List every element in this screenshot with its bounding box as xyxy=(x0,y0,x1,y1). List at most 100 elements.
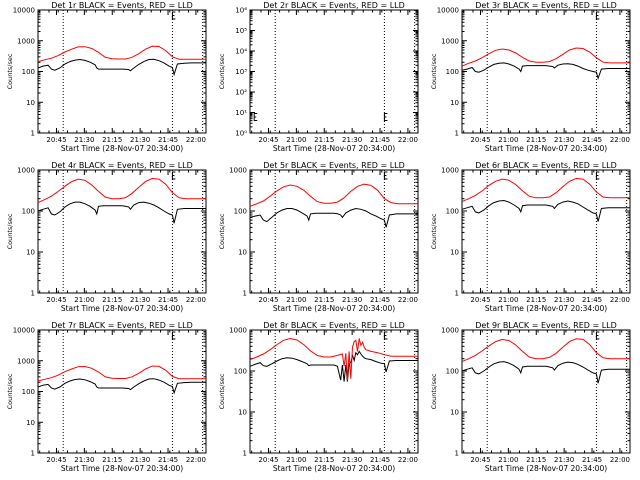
y-axis-label: Counts/sec xyxy=(430,213,438,249)
x-tick-label: 21:15 xyxy=(102,136,122,144)
x-tick-label: 20:45 xyxy=(46,456,66,464)
x-tick-label: 21:45 xyxy=(370,296,390,304)
y-tick-label: 10² xyxy=(235,89,247,97)
x-axis-label: Start Time (28-Nov-07 20:34:00) xyxy=(61,144,183,153)
x-tick-label: 20:45 xyxy=(258,136,278,144)
x-tick-label: 21:45 xyxy=(158,296,178,304)
series-events-line xyxy=(461,361,630,384)
bracket-mark xyxy=(171,331,176,340)
plot-frame xyxy=(249,329,419,454)
x-tick-label: 20:45 xyxy=(258,456,278,464)
plot-frame xyxy=(461,329,631,454)
y-tick-label: 10⁶ xyxy=(235,7,247,15)
y-tick-label: 1 xyxy=(31,290,35,298)
x-tick-label: 21:15 xyxy=(102,456,122,464)
series-events-line xyxy=(461,199,630,222)
y-tick-label: 1000 xyxy=(17,37,35,45)
y-tick-label: 100 xyxy=(446,208,459,216)
x-tick-label: 20:45 xyxy=(470,136,490,144)
bracket-mark xyxy=(595,331,600,340)
x-tick-label: 22:00 xyxy=(398,456,418,464)
bracket-mark xyxy=(383,113,388,121)
y-tick-label: 1 xyxy=(455,290,459,298)
series-lld-line xyxy=(461,47,630,67)
x-tick-label: 22:00 xyxy=(610,456,630,464)
chart-title: Det 3r BLACK = Events, RED = LLD xyxy=(475,1,617,10)
x-tick-label: 21:15 xyxy=(526,136,546,144)
x-tick-label: 20:45 xyxy=(46,136,66,144)
chart-det9: Det 9r BLACK = Events, RED = LLD 1 10 100 10… xyxy=(430,321,631,473)
chart-det5: Det 5r BLACK = Events, RED = LLD 1 10 100 10… xyxy=(218,161,419,313)
chart-det3: Det 3r BLACK = Events, RED = LLD 1 10 100 10… xyxy=(430,1,631,153)
y-tick-label: 10 xyxy=(238,409,247,417)
x-axis-label: Start Time (28-Nov-07 20:34:00) xyxy=(273,464,395,473)
x-tick-label: 21:30 xyxy=(130,456,150,464)
y-tick-label: 10¹ xyxy=(235,109,247,117)
x-tick-label: 21:00 xyxy=(286,456,306,464)
x-axis-label: Start Time (28-Nov-07 20:34:00) xyxy=(273,144,395,153)
y-tick-label: 10⁵ xyxy=(235,27,247,35)
series-events-line xyxy=(37,201,206,224)
x-tick-label: 21:45 xyxy=(582,136,602,144)
y-axis-label: Counts/sec xyxy=(6,213,14,249)
x-tick-label: 21:45 xyxy=(370,136,390,144)
chart-title: Det 9r BLACK = Events, RED = LLD xyxy=(475,321,617,330)
x-tick-label: 21:00 xyxy=(74,296,94,304)
bracket-mark xyxy=(171,11,176,20)
x-tick-label: 21:30 xyxy=(74,456,94,464)
y-tick-label: 10³ xyxy=(235,68,247,76)
chart-title: Det 7r BLACK = Events, RED = LLD xyxy=(51,321,193,330)
y-tick-label: 1 xyxy=(243,290,247,298)
series-lld-line xyxy=(461,177,630,203)
bracket-mark xyxy=(383,331,388,340)
y-tick-label: 100 xyxy=(446,368,459,376)
x-axis-label: Start Time (28-Nov-07 20:34:00) xyxy=(61,464,183,473)
y-tick-label: 1000 xyxy=(441,167,459,175)
bracket-mark xyxy=(595,171,600,180)
series-events-line xyxy=(249,207,418,228)
x-tick-label: 21:45 xyxy=(582,456,602,464)
y-tick-label: 10⁰ xyxy=(235,130,247,138)
x-tick-label: 21:30 xyxy=(130,136,150,144)
y-tick-label: 10 xyxy=(450,409,459,417)
series-events-line xyxy=(37,58,206,77)
chart-title: Det 1r BLACK = Events, RED = LLD xyxy=(51,1,193,10)
x-tick-label: 21:00 xyxy=(286,136,306,144)
x-tick-label: 21:45 xyxy=(158,456,178,464)
y-tick-label: 100 xyxy=(234,208,247,216)
x-tick-label: 21:15 xyxy=(314,456,334,464)
x-tick-label: 21:30 xyxy=(130,296,150,304)
plot-frame xyxy=(37,169,207,294)
x-tick-label: 22:00 xyxy=(398,136,418,144)
series-lld-line xyxy=(249,337,418,381)
x-tick-label: 22:00 xyxy=(186,136,206,144)
chart-det2: Det 2r BLACK = Events, RED = LLD 10⁰ 10¹ 10… xyxy=(218,1,419,153)
x-tick-label: 21:15 xyxy=(102,296,122,304)
y-tick-label: 1000 xyxy=(441,327,459,335)
x-tick-label: 21:30 xyxy=(554,456,574,464)
x-tick-label: 21:30 xyxy=(74,136,94,144)
bracket-mark xyxy=(383,171,388,180)
chart-title: Det 6r BLACK = Events, RED = LLD xyxy=(475,161,617,170)
y-tick-label: 100 xyxy=(234,368,247,376)
x-tick-label: 21:30 xyxy=(342,296,362,304)
y-tick-label: 1 xyxy=(31,450,35,458)
chart-det8: Det 8r BLACK = Events, RED = LLD 1 10 100 10… xyxy=(218,321,419,473)
x-tick-label: 20:45 xyxy=(470,456,490,464)
x-tick-label: 21:30 xyxy=(342,456,362,464)
bracket-mark xyxy=(595,11,600,20)
x-tick-label: 22:00 xyxy=(186,296,206,304)
bracket-mark xyxy=(253,113,258,121)
x-tick-label: 22:00 xyxy=(186,456,206,464)
y-tick-label: 1 xyxy=(455,450,459,458)
bracket-mark xyxy=(171,171,176,180)
series-events-line xyxy=(461,62,630,80)
y-tick-label: 10 xyxy=(26,249,35,257)
y-tick-label: 10 xyxy=(26,419,35,427)
x-axis-label: Start Time (28-Nov-07 20:34:00) xyxy=(61,304,183,313)
x-tick-label: 21:15 xyxy=(526,456,546,464)
series-lld-line xyxy=(37,177,206,204)
series-events-line xyxy=(249,350,418,382)
x-axis-label: Start Time (28-Nov-07 20:34:00) xyxy=(485,144,607,153)
